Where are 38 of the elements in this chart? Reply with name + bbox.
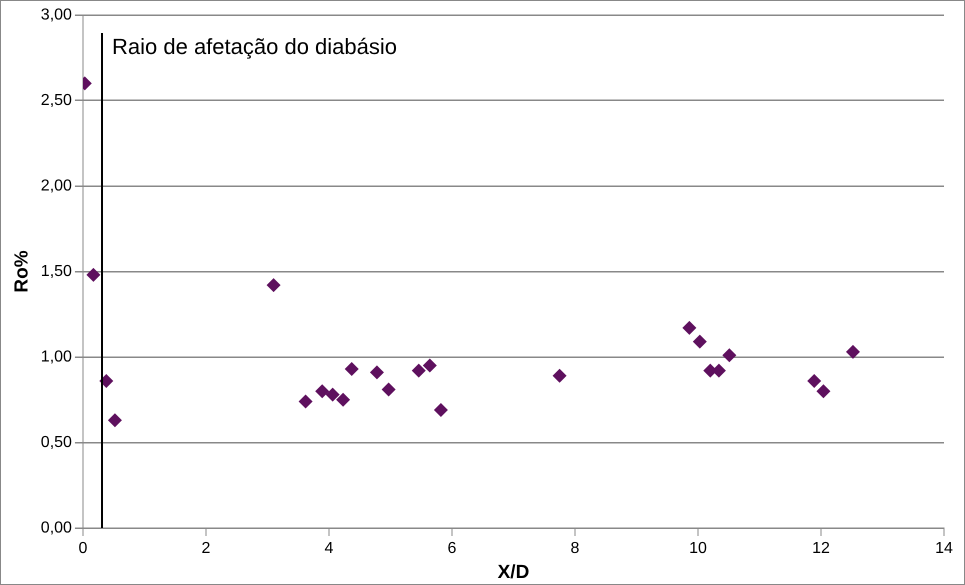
x-tick-label: 6 — [448, 540, 457, 558]
y-tick-label: 2,00 — [40, 177, 72, 194]
point — [434, 403, 448, 418]
x-tick-label: 10 — [689, 540, 707, 558]
point — [422, 358, 437, 373]
point — [326, 388, 340, 402]
point — [108, 413, 122, 428]
y-tick-label: 1,00 — [40, 348, 72, 366]
point — [807, 374, 822, 388]
y-tick-label: 2,50 — [40, 92, 72, 109]
point — [846, 344, 860, 359]
point — [266, 278, 281, 292]
y-axis-title: Ro% — [12, 250, 33, 293]
x-tick-label: 12 — [812, 540, 830, 558]
point — [315, 384, 330, 398]
x-tick-label: 14 — [935, 540, 953, 558]
point — [816, 384, 830, 398]
y-tick-label: 0,50 — [40, 434, 72, 451]
point — [370, 365, 384, 380]
y-tick-label: 3,00 — [40, 6, 72, 24]
y-tick-label: 1,50 — [40, 262, 72, 280]
point — [552, 368, 567, 383]
y-tick-label: 0,00 — [40, 519, 72, 536]
point — [412, 364, 426, 378]
point — [344, 362, 359, 376]
x-axis-title: X/D — [498, 562, 530, 583]
x-tick-label: 8 — [570, 540, 580, 558]
point — [722, 348, 736, 362]
x-tick-label: 0 — [78, 540, 88, 558]
point — [682, 320, 696, 335]
point — [336, 392, 350, 407]
point — [86, 268, 100, 282]
point — [382, 382, 396, 396]
point — [298, 394, 313, 408]
point — [692, 334, 707, 349]
ref-line-label: Raio de afetação do diabásio — [112, 34, 398, 60]
x-tick-label: 2 — [201, 540, 210, 558]
x-tick-label: 4 — [324, 540, 334, 558]
